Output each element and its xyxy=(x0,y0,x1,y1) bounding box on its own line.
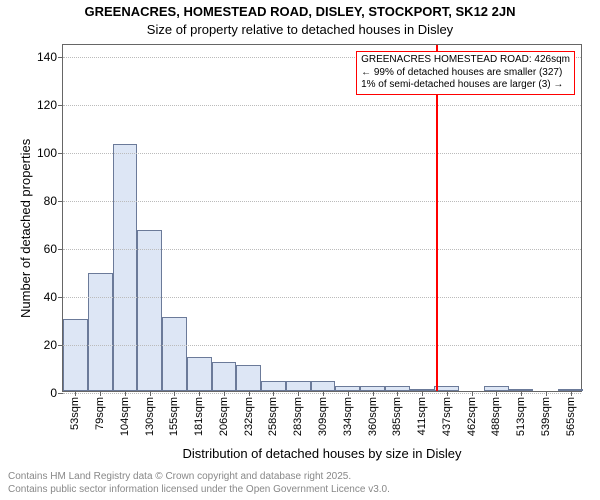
x-tick-mark xyxy=(249,391,250,396)
x-tick-label: 309sqm xyxy=(317,397,329,436)
x-tick-mark xyxy=(174,391,175,396)
x-tick-label: 488sqm xyxy=(490,397,502,436)
x-tick-mark xyxy=(447,391,448,396)
x-tick-mark xyxy=(571,391,572,396)
histogram-bar xyxy=(187,357,212,391)
x-tick-mark xyxy=(199,391,200,396)
y-gridline xyxy=(63,153,581,154)
x-tick-mark xyxy=(521,391,522,396)
attribution-footer: Contains HM Land Registry data © Crown c… xyxy=(8,471,390,496)
y-axis-label: Number of detached properties xyxy=(18,139,33,318)
histogram-bar xyxy=(113,144,138,391)
y-tick-mark xyxy=(58,345,63,346)
title-line-1: GREENACRES, HOMESTEAD ROAD, DISLEY, STOC… xyxy=(0,4,600,19)
y-tick-label: 100 xyxy=(37,146,57,160)
y-tick-mark xyxy=(58,297,63,298)
x-tick-label: 437sqm xyxy=(441,397,453,436)
x-tick-label: 360sqm xyxy=(367,397,379,436)
x-tick-label: 79sqm xyxy=(94,397,106,430)
y-gridline xyxy=(63,297,581,298)
title-line-2: Size of property relative to detached ho… xyxy=(0,22,600,37)
y-gridline xyxy=(63,105,581,106)
annotation-box: GREENACRES HOMESTEAD ROAD: 426sqm← 99% o… xyxy=(356,51,575,95)
annotation-line: 1% of semi-detached houses are larger (3… xyxy=(361,79,570,92)
x-tick-mark xyxy=(496,391,497,396)
y-tick-label: 20 xyxy=(44,338,57,352)
histogram-bar xyxy=(286,381,311,391)
x-tick-mark xyxy=(348,391,349,396)
x-tick-mark xyxy=(323,391,324,396)
x-tick-mark xyxy=(100,391,101,396)
footer-line-1: Contains HM Land Registry data © Crown c… xyxy=(8,471,390,484)
x-tick-label: 334sqm xyxy=(342,397,354,436)
x-axis-label: Distribution of detached houses by size … xyxy=(62,446,582,461)
histogram-bar xyxy=(212,362,237,391)
histogram-bar xyxy=(137,230,162,391)
x-tick-mark xyxy=(150,391,151,396)
x-tick-label: 232sqm xyxy=(243,397,255,436)
y-tick-label: 120 xyxy=(37,98,57,112)
x-tick-mark xyxy=(224,391,225,396)
x-tick-label: 206sqm xyxy=(218,397,230,436)
y-tick-mark xyxy=(58,201,63,202)
reference-marker-line xyxy=(436,45,438,391)
x-tick-mark xyxy=(298,391,299,396)
bars-layer xyxy=(63,45,581,391)
y-tick-mark xyxy=(58,57,63,58)
histogram-bar xyxy=(63,319,88,391)
x-tick-mark xyxy=(397,391,398,396)
histogram-bar xyxy=(261,381,286,391)
histogram-bar xyxy=(88,273,113,391)
y-tick-label: 80 xyxy=(44,194,57,208)
y-tick-label: 40 xyxy=(44,290,57,304)
x-tick-label: 130sqm xyxy=(144,397,156,436)
footer-line-2: Contains public sector information licen… xyxy=(8,484,390,497)
y-tick-label: 60 xyxy=(44,242,57,256)
y-gridline xyxy=(63,249,581,250)
y-tick-mark xyxy=(58,153,63,154)
x-tick-label: 283sqm xyxy=(292,397,304,436)
annotation-line: GREENACRES HOMESTEAD ROAD: 426sqm xyxy=(361,54,570,67)
x-tick-label: 155sqm xyxy=(168,397,180,436)
x-tick-label: 411sqm xyxy=(416,397,428,435)
histogram-bar xyxy=(311,381,336,391)
y-tick-label: 140 xyxy=(37,50,57,64)
plot-area: GREENACRES HOMESTEAD ROAD: 426sqm← 99% o… xyxy=(62,44,582,392)
y-tick-label: 0 xyxy=(50,386,57,400)
chart-container: GREENACRES, HOMESTEAD ROAD, DISLEY, STOC… xyxy=(0,0,600,500)
x-tick-label: 258sqm xyxy=(267,397,279,436)
x-tick-label: 565sqm xyxy=(565,397,577,436)
x-tick-mark xyxy=(273,391,274,396)
histogram-bar xyxy=(236,365,261,391)
x-tick-mark xyxy=(422,391,423,396)
histogram-bar xyxy=(162,317,187,391)
x-tick-label: 53sqm xyxy=(69,397,81,430)
y-gridline xyxy=(63,393,581,394)
y-tick-mark xyxy=(58,393,63,394)
y-gridline xyxy=(63,345,581,346)
x-tick-mark xyxy=(546,391,547,396)
annotation-line: ← 99% of detached houses are smaller (32… xyxy=(361,67,570,80)
y-tick-mark xyxy=(58,105,63,106)
x-tick-label: 539sqm xyxy=(540,397,552,436)
x-tick-label: 385sqm xyxy=(391,397,403,436)
x-tick-label: 104sqm xyxy=(119,397,131,436)
x-tick-mark xyxy=(373,391,374,396)
y-gridline xyxy=(63,201,581,202)
x-tick-mark xyxy=(472,391,473,396)
x-tick-mark xyxy=(75,391,76,396)
x-tick-label: 462sqm xyxy=(466,397,478,436)
y-tick-mark xyxy=(58,249,63,250)
x-tick-label: 513sqm xyxy=(515,397,527,436)
x-tick-label: 181sqm xyxy=(193,397,205,436)
x-tick-mark xyxy=(125,391,126,396)
